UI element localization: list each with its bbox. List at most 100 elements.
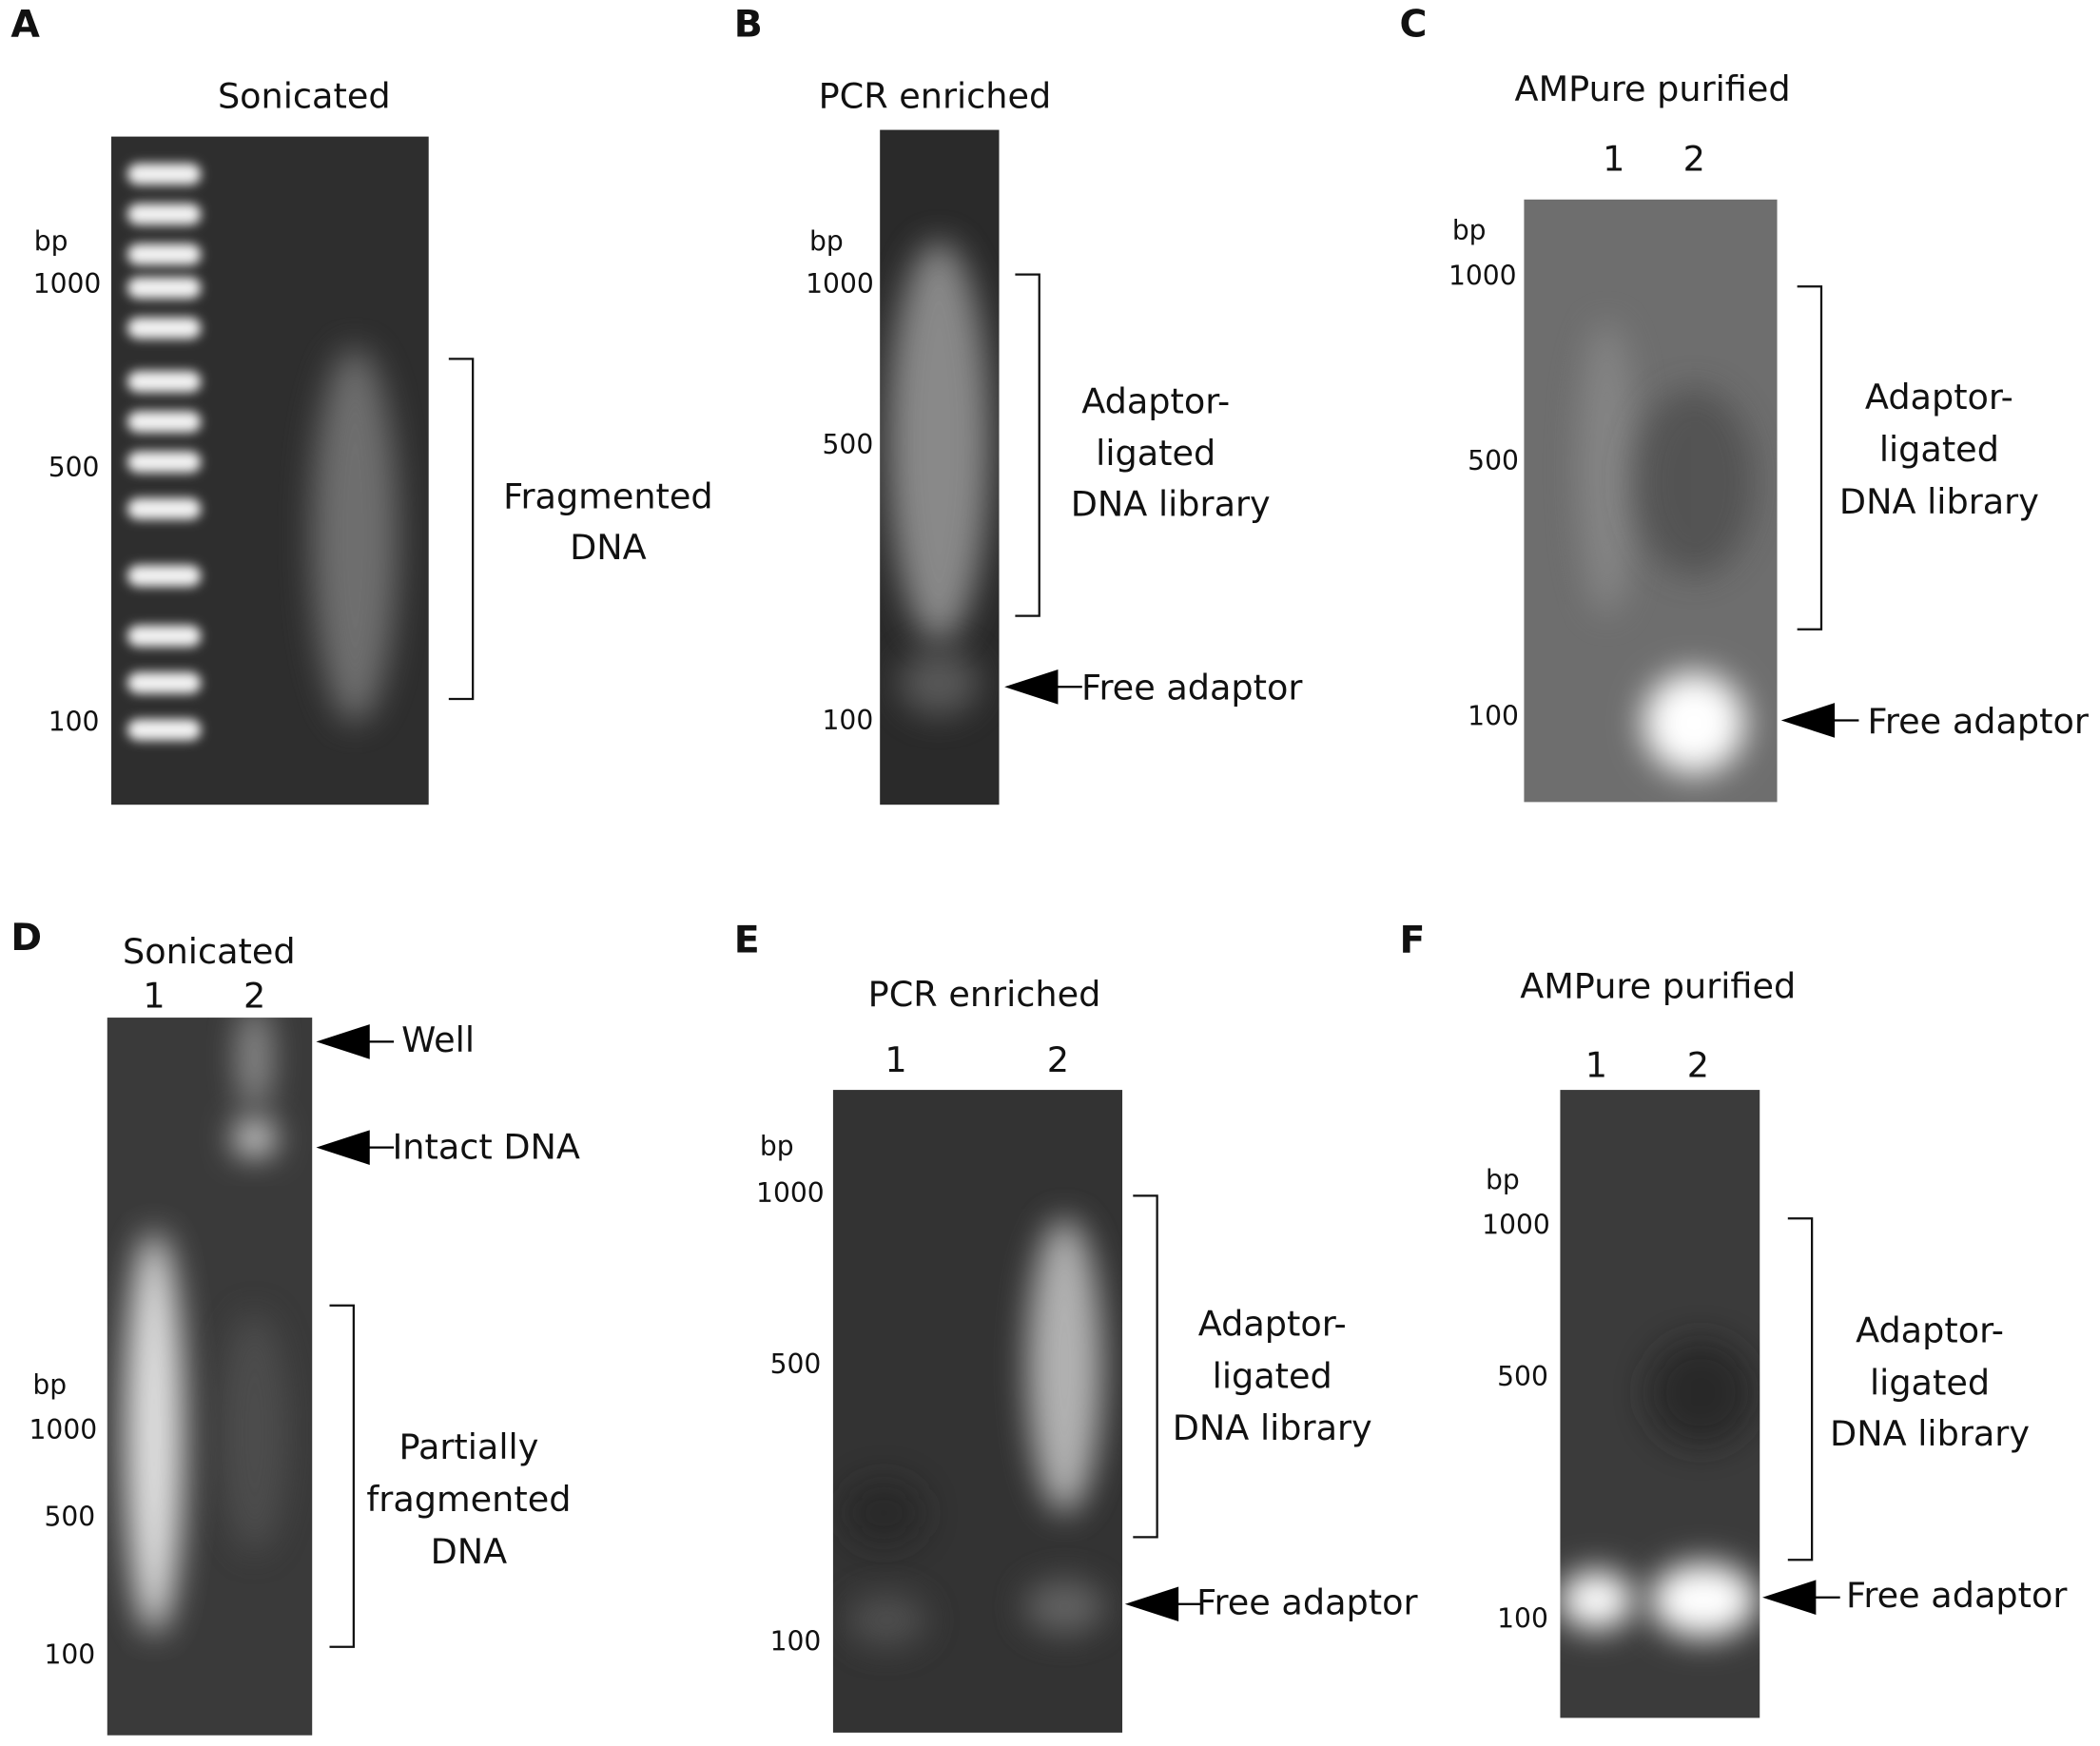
panel: A Sonicated bp 1000 500 100 Fragmented DNA [10, 3, 713, 805]
panel-letter: D [10, 916, 42, 960]
bracket-label: Adaptor- [1081, 380, 1230, 421]
panel-letter: C [1399, 3, 1427, 47]
bracket-label: Adaptor- [1856, 1310, 2004, 1350]
bracket-label: DNA library [1839, 481, 2039, 522]
ladder-band [126, 719, 202, 741]
bracket [1015, 273, 1040, 617]
gel-bands [887, 241, 990, 717]
arrow-head [316, 1024, 370, 1059]
gel-bands [126, 163, 399, 741]
bracket-label: ligated [1870, 1362, 1990, 1403]
bracket-label: fragmented [366, 1479, 571, 1520]
bp-label: bp [809, 225, 844, 257]
gel-band [1649, 1562, 1758, 1638]
bracket-label: Fragmented [503, 475, 713, 516]
size-marker: 1000 [33, 268, 102, 300]
arrow-label: Well [401, 1019, 475, 1060]
arrow-head [1004, 669, 1059, 705]
panel-title: AMPure purified [1515, 68, 1791, 109]
arrow-label: Free adaptor [1868, 701, 2090, 742]
panel-letter: A [10, 3, 40, 47]
panel-letter: B [734, 3, 763, 47]
gel-band [887, 241, 990, 643]
bracket-label: ligated [1879, 429, 1999, 470]
ladder-band [126, 371, 202, 393]
panel-title: Sonicated [218, 75, 391, 116]
arrow-head [1124, 1586, 1179, 1622]
lane-label: 2 [243, 975, 265, 1016]
gel-band [238, 1018, 271, 1112]
ladder-band [126, 451, 202, 474]
size-marker: 1000 [806, 268, 874, 300]
size-marker: 500 [770, 1348, 822, 1380]
arrow-head [1762, 1580, 1817, 1616]
bracket-label: DNA library [1830, 1413, 2030, 1454]
bracket-label: DNA library [1173, 1407, 1372, 1448]
gel-band [844, 1479, 924, 1547]
bracket [329, 1304, 355, 1648]
bracket-label: DNA [431, 1531, 508, 1572]
gel-bands [125, 1018, 288, 1634]
size-marker: 500 [1468, 445, 1519, 476]
bracket-label: ligated [1096, 433, 1215, 474]
panel: B PCR enriched bp 1000 500 100 Adaptor-ligated… [734, 3, 1303, 805]
ladder-band [126, 163, 202, 185]
bracket [1797, 285, 1823, 630]
ladder-band [126, 565, 202, 587]
panel: F AMPure purified 1 2 bp 1000 500 100 Adaptor-li… [1399, 919, 2068, 1718]
bp-label: bp [1486, 1164, 1520, 1195]
gel-band [846, 1593, 927, 1647]
arrow-head [316, 1130, 370, 1165]
gel-bands [1577, 320, 1755, 774]
size-marker: 500 [1497, 1361, 1548, 1392]
panel-letter: E [734, 919, 760, 962]
bracket-label: Adaptor- [1865, 377, 2013, 417]
ladder-band [126, 411, 202, 433]
size-marker: 1000 [1449, 260, 1517, 291]
size-marker: 1000 [29, 1414, 98, 1445]
arrow-head [1780, 703, 1836, 738]
lane-label: 1 [1585, 1045, 1607, 1086]
bp-label: bp [32, 1368, 67, 1400]
panel-title: AMPure purified [1520, 966, 1796, 1007]
ladder-band [126, 317, 202, 340]
size-marker: 100 [45, 1639, 96, 1671]
arrow-label: Free adaptor [1846, 1575, 2068, 1616]
size-marker: 100 [823, 705, 874, 736]
bp-label: bp [34, 225, 68, 257]
bracket [448, 358, 475, 701]
gel-band [1577, 320, 1637, 616]
panel-letter: F [1399, 919, 1425, 962]
arrow-label: Free adaptor [1196, 1581, 1418, 1622]
gel-bands [844, 1218, 1105, 1647]
bracket-label: Partially [399, 1426, 539, 1467]
lane-label: 2 [1047, 1039, 1069, 1080]
lane-label: 1 [1603, 138, 1624, 179]
ladder-band [126, 625, 202, 648]
bracket-label: DNA library [1071, 484, 1271, 525]
arrow-label: Intact DNA [393, 1127, 580, 1168]
gel-band [1633, 388, 1755, 576]
panel-title: PCR enriched [819, 75, 1052, 116]
gel-band [1027, 1218, 1102, 1514]
ladder-band [126, 243, 202, 265]
arrow-label: Free adaptor [1081, 668, 1303, 708]
size-marker: 100 [49, 706, 100, 737]
bracket-label: DNA [570, 527, 647, 568]
bracket [1133, 1194, 1158, 1539]
ladder-band [126, 671, 202, 694]
size-marker: 500 [49, 452, 100, 483]
size-marker: 100 [770, 1626, 822, 1658]
ladder-band [126, 204, 202, 225]
size-marker: 500 [45, 1502, 96, 1533]
ladder-band [126, 277, 202, 299]
panel-title: PCR enriched [868, 974, 1101, 1015]
lane-label: 1 [143, 975, 165, 1016]
bracket-label: ligated [1213, 1355, 1332, 1396]
size-marker: 100 [1468, 701, 1519, 732]
gel-band [898, 649, 980, 717]
size-marker: 500 [823, 429, 874, 460]
lane-label: 2 [1683, 138, 1705, 179]
